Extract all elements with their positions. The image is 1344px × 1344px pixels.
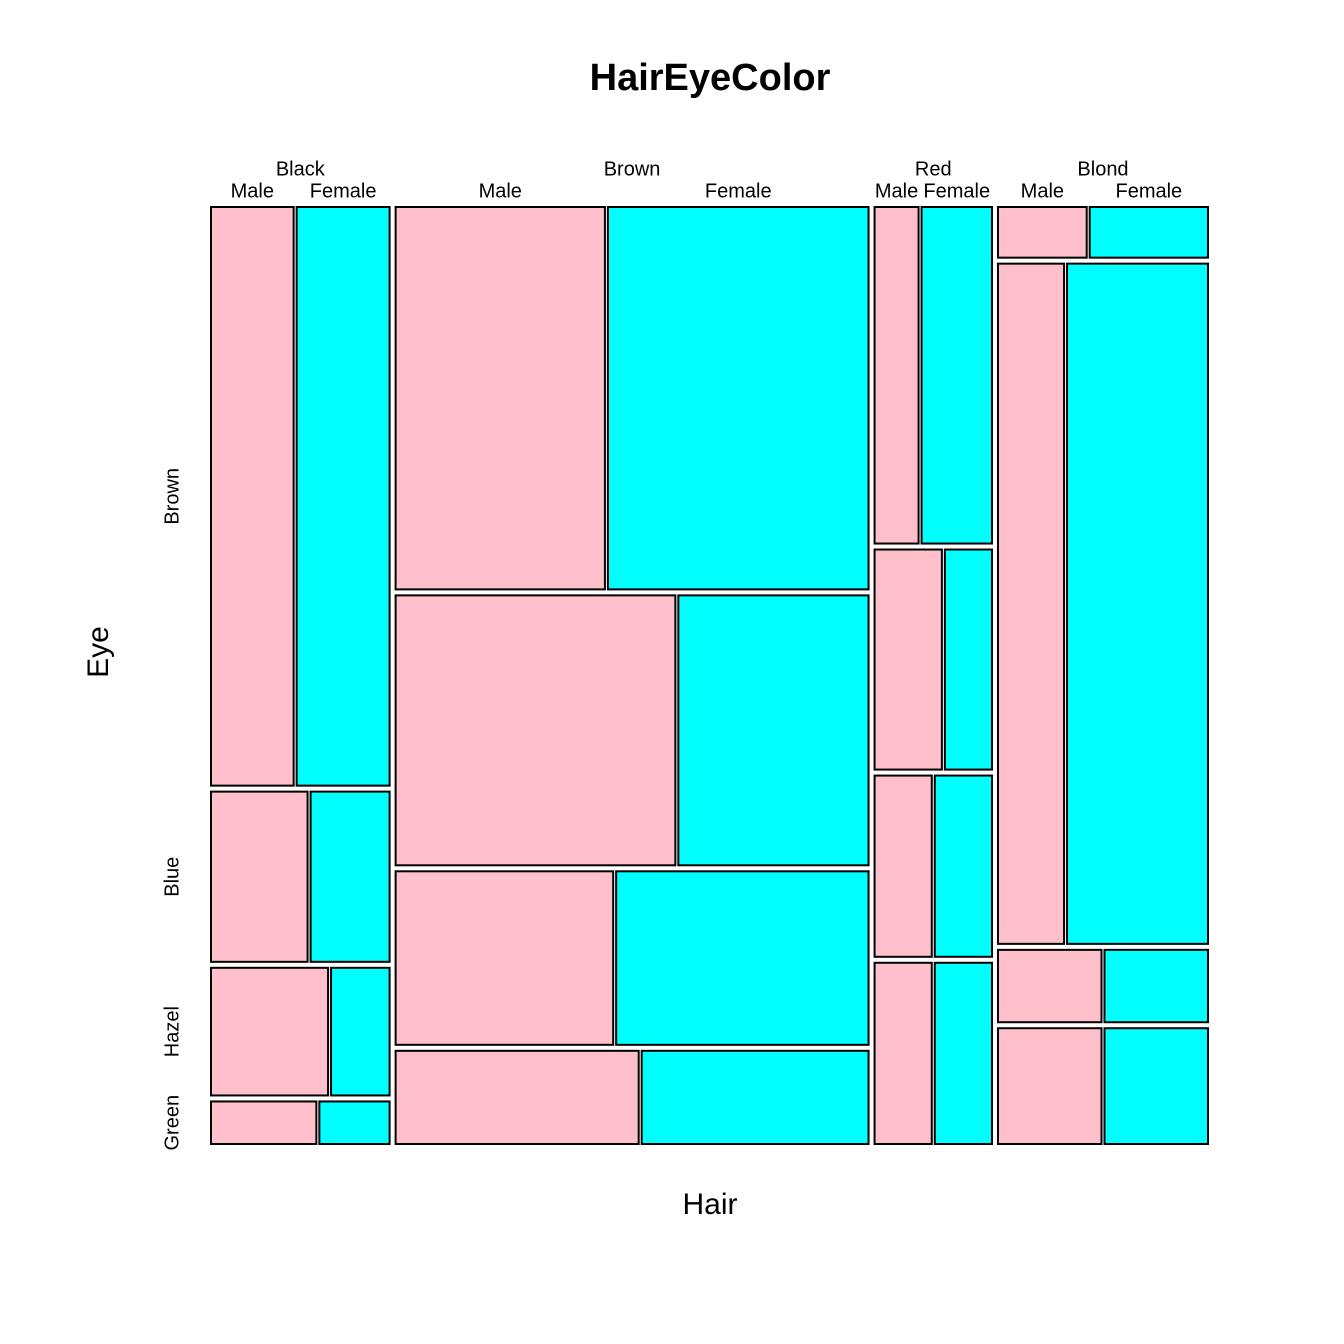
eye-label: Blue <box>161 857 183 897</box>
mosaic-tile <box>330 966 391 1097</box>
mosaic-tile <box>920 206 993 545</box>
mosaic-tile <box>394 206 606 591</box>
sex-label: Female <box>1115 180 1182 202</box>
mosaic-tile <box>394 870 615 1046</box>
x-axis-label: Hair <box>682 1188 737 1221</box>
sex-label: Female <box>923 180 990 202</box>
mosaic-tile <box>873 548 943 771</box>
mosaic-tile <box>210 1100 318 1146</box>
mosaic-tile <box>943 548 993 771</box>
hair-label: Brown <box>604 158 661 180</box>
chart-title: HairEyeColor <box>590 57 831 99</box>
eye-label: Hazel <box>161 1006 183 1057</box>
mosaic-tile <box>873 206 920 545</box>
mosaic-tile <box>996 206 1088 259</box>
mosaic-tile <box>615 870 870 1046</box>
hair-label: Red <box>915 158 952 180</box>
mosaic-tile <box>1066 262 1209 945</box>
mosaic-tile <box>873 774 933 958</box>
sex-label: Male <box>875 180 918 202</box>
sex-label: Male <box>1021 180 1064 202</box>
mosaic-tile <box>210 206 295 787</box>
hair-label: Black <box>276 158 326 180</box>
eye-label: Brown <box>161 468 183 525</box>
mosaic-tile <box>606 206 870 591</box>
mosaic-tile <box>677 594 870 867</box>
mosaic-tile <box>996 948 1103 1024</box>
mosaic-tile <box>1103 948 1209 1024</box>
mosaic-tile <box>394 594 677 867</box>
mosaic-tile <box>996 1027 1103 1145</box>
mosaic-tile <box>318 1100 391 1146</box>
mosaic-tile <box>933 774 993 958</box>
mosaic-tile <box>996 262 1066 945</box>
sex-label: Female <box>705 180 772 202</box>
mosaic-tile <box>873 961 933 1146</box>
sex-label: Male <box>479 180 522 202</box>
eye-label: Green <box>161 1095 183 1151</box>
mosaic-tile <box>933 961 993 1146</box>
y-axis-label: Eye <box>82 626 115 678</box>
mosaic-tile <box>210 966 330 1097</box>
mosaic-tile <box>309 790 391 963</box>
mosaic-tile <box>394 1049 640 1146</box>
mosaic-tile <box>295 206 391 787</box>
mosaic-tile <box>1088 206 1210 259</box>
mosaic-tile <box>640 1049 870 1146</box>
mosaic-tile <box>210 790 309 963</box>
sex-label: Female <box>310 180 377 202</box>
hair-label: Blond <box>1077 158 1128 180</box>
mosaic-tile <box>1103 1027 1209 1145</box>
sex-label: Male <box>231 180 274 202</box>
